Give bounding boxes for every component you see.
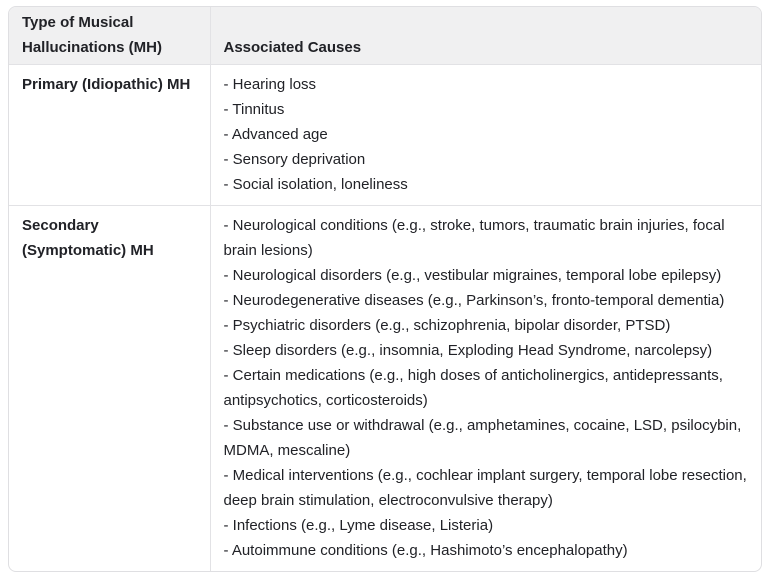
cause-item: - Psychiatric disorders (e.g., schizophr… bbox=[223, 317, 671, 334]
table-row-primary: Primary (Idiopathic) MH - Hearing loss -… bbox=[9, 64, 761, 206]
cause-item: - Social isolation, loneliness bbox=[223, 176, 408, 193]
column-header-causes: Associated Causes bbox=[210, 7, 761, 65]
cause-item: - Advanced age bbox=[223, 126, 328, 143]
cause-item: - Sensory deprivation bbox=[223, 151, 366, 168]
column-header-type: Type of Musical Hallucinations (MH) bbox=[9, 7, 211, 65]
cause-item: - Substance use or withdrawal (e.g., amp… bbox=[223, 417, 742, 459]
cause-item: - Medical interventions (e.g., cochlear … bbox=[223, 467, 747, 509]
row-causes-primary: - Hearing loss - Tinnitus - Advanced age… bbox=[210, 65, 761, 206]
row-causes-secondary: - Neurological conditions (e.g., stroke,… bbox=[210, 205, 761, 571]
table-header-row: Type of Musical Hallucinations (MH) Asso… bbox=[9, 7, 761, 65]
musical-hallucinations-table: Type of Musical Hallucinations (MH) Asso… bbox=[8, 6, 762, 572]
cause-item: - Tinnitus bbox=[223, 101, 285, 118]
cause-item: - Neurological conditions (e.g., stroke,… bbox=[223, 217, 725, 259]
cause-item: - Neurological disorders (e.g., vestibul… bbox=[223, 267, 722, 284]
row-type-secondary: Secondary (Symptomatic) MH bbox=[9, 205, 211, 571]
row-type-primary: Primary (Idiopathic) MH bbox=[9, 64, 211, 206]
cause-item: - Autoimmune conditions (e.g., Hashimoto… bbox=[223, 542, 628, 559]
cause-item: - Infections (e.g., Lyme disease, Lister… bbox=[223, 517, 494, 534]
cause-item: - Certain medications (e.g., high doses … bbox=[223, 367, 723, 409]
cause-item: - Sleep disorders (e.g., insomnia, Explo… bbox=[223, 342, 713, 359]
cause-item: - Neurodegenerative diseases (e.g., Park… bbox=[223, 292, 725, 309]
mh-causes-table: Type of Musical Hallucinations (MH) Asso… bbox=[9, 7, 761, 571]
cause-item: - Hearing loss bbox=[223, 76, 317, 93]
table-row-secondary: Secondary (Symptomatic) MH - Neurologica… bbox=[9, 205, 761, 571]
